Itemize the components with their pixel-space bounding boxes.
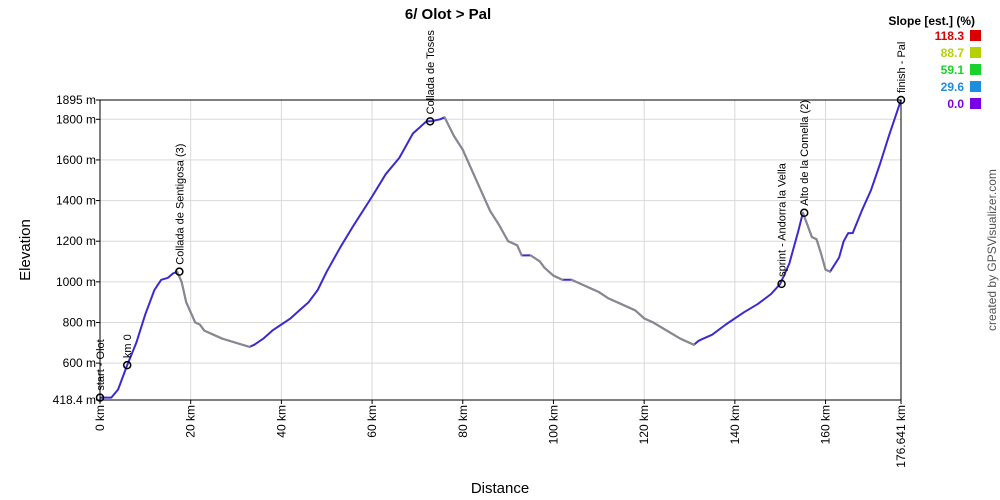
grid (100, 100, 901, 400)
points-of-interest: start - Olot km 0 Collada de Sentigosa (3)… (95, 30, 908, 402)
descent-segment (652, 321, 668, 332)
poi-label: sprint - Andorra la Vella (777, 162, 789, 277)
descent-segment (815, 238, 823, 255)
poi-label: Collada de Sentigosa (3) (174, 144, 186, 265)
descent-segment (634, 309, 646, 320)
descent-segment (688, 341, 696, 346)
plot-frame (99, 99, 902, 401)
chart-title: 6/ Olot > Pal (405, 6, 491, 23)
descent-segment (588, 286, 600, 293)
legend-value: 88.7 (941, 46, 965, 60)
poi-label: start - Olot (95, 339, 107, 390)
descent-segment (579, 282, 591, 289)
legend-value: 29.6 (941, 80, 965, 94)
x-tick-label: 20 km (184, 405, 198, 438)
descent-segment (498, 223, 510, 243)
descent-segment (203, 329, 215, 336)
descent-segment (620, 303, 637, 312)
x-tick-label: 40 km (274, 405, 288, 438)
poi-label: finish - Pal (896, 42, 908, 93)
poi-marker (896, 95, 906, 105)
x-axis-title: Distance (471, 480, 529, 497)
legend-value: 59.1 (941, 63, 965, 77)
legend-swatch (970, 98, 981, 109)
poi-marker (425, 117, 435, 126)
descent-segment (443, 116, 455, 137)
y-tick-label: 800 m (63, 315, 96, 329)
poi-label: km 0 (122, 334, 134, 358)
elevation-series (100, 99, 902, 399)
descent-segment (543, 266, 555, 277)
descent-segment (570, 278, 582, 285)
y-tick-label: 600 m (63, 356, 96, 370)
legend-value: 118.3 (935, 29, 965, 43)
poi-marker (799, 208, 809, 218)
descent-segment (212, 333, 224, 340)
descent-segment (180, 280, 188, 304)
y-tick-label: 1400 m (56, 194, 96, 208)
descent-segment (679, 337, 691, 344)
descent-segment (516, 244, 523, 257)
x-axis-ticks: 0 km 20 km 40 km 60 km 80 km 100 km 120 km 140 … (93, 400, 908, 468)
descent-segment (552, 274, 564, 281)
poi-label: Collada de Toses (425, 30, 437, 115)
descent-segment (806, 223, 813, 239)
descent-segment (221, 337, 238, 344)
descent-segment (198, 323, 206, 332)
poi-marker (122, 360, 132, 370)
descent-segment (452, 134, 464, 151)
poi-marker (777, 279, 786, 289)
x-tick-label: 60 km (365, 405, 379, 438)
credit-text: created by GPSVisualizer.com (985, 169, 999, 331)
descent-segment (606, 297, 623, 306)
descent-segment (488, 209, 501, 226)
descent-segment (597, 290, 609, 300)
descent-segment (665, 329, 682, 340)
y-tick-label: 418.4 m (53, 393, 96, 407)
y-tick-label: 1200 m (56, 234, 96, 248)
legend-swatch (970, 81, 981, 92)
descent-segment (820, 252, 827, 271)
y-tick-label: 1800 m (56, 112, 96, 126)
descent-segment (801, 211, 809, 226)
y-tick-label: 1600 m (56, 153, 96, 167)
x-tick-label: 0 km (93, 405, 107, 431)
poi-marker (175, 267, 184, 276)
x-tick-label: 100 km (546, 405, 560, 444)
descent-segment (461, 148, 473, 172)
poi-marker (95, 393, 105, 402)
legend-swatch (970, 64, 981, 75)
y-axis-title: Elevation (17, 219, 34, 281)
descent-segment (185, 301, 192, 314)
x-tick-label: 120 km (637, 405, 651, 444)
slope-legend: Slope [est.] (%) 118.3 88.7 59.1 29.6 0.0 (888, 14, 981, 111)
y-tick-label: 1895 m (56, 93, 96, 107)
legend-swatch (970, 47, 981, 58)
descent-segment (643, 317, 655, 324)
x-tick-label: 176.641 km (894, 405, 908, 468)
descent-segment (507, 240, 519, 247)
x-tick-label: 140 km (728, 405, 742, 444)
y-axis-ticks: 418.4 m 600 m 800 m 1000 m 1200 m 1400 m 1600 … (53, 93, 100, 407)
x-tick-label: 80 km (456, 405, 470, 438)
descent-segment (189, 311, 197, 324)
y-tick-label: 1000 m (56, 275, 96, 289)
descent-segment (479, 189, 491, 212)
descent-segment (538, 260, 546, 269)
descent-segment (176, 270, 183, 283)
descent-segment (824, 268, 832, 273)
descent-segment (235, 341, 251, 348)
legend-title: Slope [est.] (%) (888, 14, 975, 28)
descent-segment (529, 254, 541, 263)
descent-segment (470, 169, 482, 192)
legend-swatch (970, 30, 981, 41)
x-tick-label: 160 km (819, 405, 833, 444)
poi-label: Alto de la Comella (2) (799, 100, 811, 206)
legend-value: 0.0 (947, 97, 964, 111)
